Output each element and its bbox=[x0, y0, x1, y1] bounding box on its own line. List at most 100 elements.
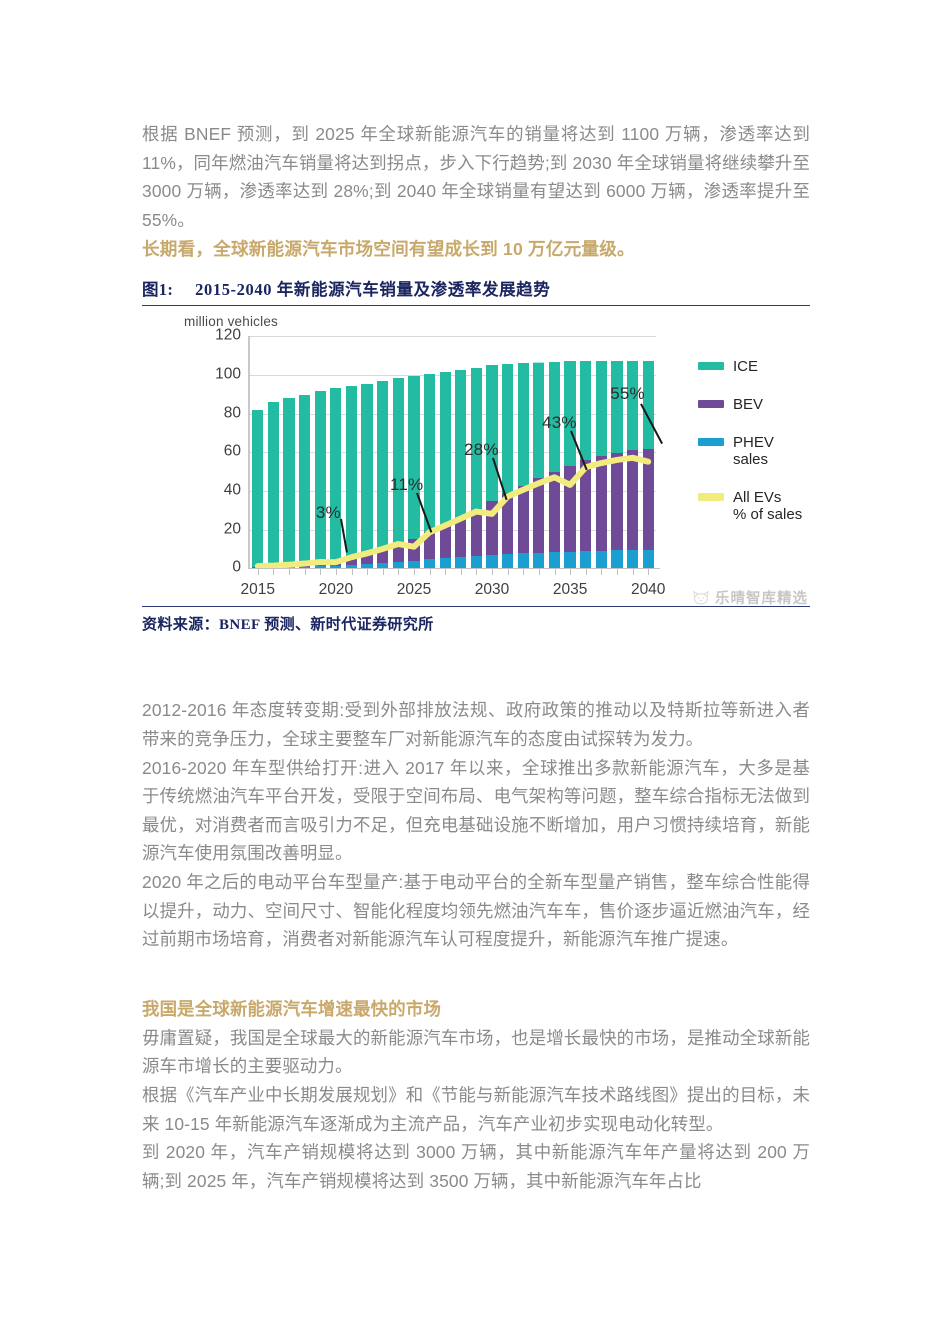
y-axis-tick-label: 60 bbox=[223, 443, 241, 461]
paragraph-6: 根据《汽车产业中长期发展规划》和《节能与新能源汽车技术路线图》提出的目标，未来 … bbox=[142, 1084, 810, 1134]
bar-segment-ice bbox=[564, 360, 576, 466]
legend-label: BEV bbox=[733, 396, 764, 414]
figure-source: 资料来源：BNEF 预测、新时代证券研究所 bbox=[142, 617, 434, 634]
watermark: 乐晴智库精选 bbox=[691, 587, 808, 608]
bar-segment-bev bbox=[533, 478, 545, 553]
cat-logo-icon bbox=[693, 590, 709, 605]
bar-segment-bev bbox=[517, 485, 529, 554]
bar-segment-ice bbox=[642, 360, 654, 449]
bar-segment-ice bbox=[470, 367, 483, 510]
bar-segment-phev bbox=[595, 550, 607, 569]
x-tick-mark bbox=[413, 569, 415, 576]
x-tick-mark bbox=[460, 569, 462, 576]
bar-column bbox=[392, 377, 404, 569]
bar-column bbox=[455, 369, 467, 569]
x-tick-mark bbox=[507, 569, 509, 576]
x-tick-mark bbox=[538, 569, 540, 576]
y-axis-unit-label: million vehicles bbox=[184, 314, 278, 330]
bar-column bbox=[345, 385, 358, 569]
chart-legend: ICE BEV PHEV sales All EVs % of sales bbox=[698, 358, 810, 544]
spacer bbox=[142, 634, 810, 696]
gridline: 100 bbox=[215, 366, 656, 383]
x-tick-mark bbox=[398, 569, 400, 576]
paragraph-3: 2016-2020 年车型供给打开:进入 2017 年以来，全球推出多款新能源汽… bbox=[142, 757, 810, 864]
bar-segment-ice bbox=[392, 377, 404, 545]
bar-segment-bev bbox=[502, 493, 514, 555]
spacer-2 bbox=[142, 954, 810, 994]
legend-label: PHEV sales bbox=[733, 434, 774, 469]
figure-title: 2015-2040 年新能源汽车销量及渗透率发展趋势 bbox=[195, 280, 551, 300]
bar-segment-ice bbox=[455, 369, 467, 518]
legend-item: BEV bbox=[698, 396, 810, 413]
x-tick-mark bbox=[476, 569, 478, 576]
bar-column bbox=[299, 395, 311, 569]
bar-segment-ice bbox=[314, 391, 326, 563]
bar-segment-phev bbox=[564, 551, 576, 569]
bar-segment-bev bbox=[361, 554, 373, 565]
annotation-label: 55% bbox=[610, 384, 645, 404]
bar-column bbox=[283, 398, 295, 569]
x-axis-tick-label: 2030 bbox=[474, 581, 510, 599]
x-axis-tick-label: 2025 bbox=[396, 581, 432, 599]
chart-canvas: million vehicles 0 20 40 60 80 100 120 2015 202… bbox=[142, 306, 810, 607]
x-tick-mark bbox=[335, 569, 337, 576]
y-axis-tick-label: 100 bbox=[215, 365, 241, 383]
paragraph-5: 毋庸置疑，我国是全球最大的新能源汽车市场，也是增长最快的市场，是推动全球新能源车… bbox=[142, 1027, 810, 1077]
x-tick-mark bbox=[289, 569, 291, 576]
gridline: 120 bbox=[215, 327, 656, 344]
x-tick-mark bbox=[257, 569, 259, 576]
bar-segment-phev bbox=[517, 553, 529, 569]
bar-segment-bev bbox=[626, 450, 639, 551]
figure-1: 图1: 2015-2040 年新能源汽车销量及渗透率发展趋势 million v… bbox=[142, 276, 810, 635]
bar-column bbox=[252, 409, 264, 569]
bar-column bbox=[580, 360, 592, 569]
bar-segment-phev bbox=[626, 550, 639, 569]
bar-segment-ice bbox=[548, 361, 561, 472]
bar-segment-bev bbox=[423, 532, 436, 560]
bar-segment-phev bbox=[642, 549, 654, 569]
x-tick-mark bbox=[382, 569, 384, 576]
bar-segment-phev bbox=[502, 554, 514, 569]
highlight-line: 长期看，全球新能源汽车市场空间有望成长到 10 万亿元量级。 bbox=[142, 239, 635, 260]
section-heading: 我国是全球新能源汽车增速最快的市场 bbox=[142, 998, 442, 1019]
legend-swatch bbox=[698, 438, 724, 447]
bar-column bbox=[548, 361, 561, 569]
y-axis-tick-label: 40 bbox=[223, 481, 241, 499]
bar-segment-phev bbox=[486, 554, 498, 569]
gridline: 60 bbox=[224, 443, 656, 460]
x-tick-mark bbox=[616, 569, 618, 576]
y-axis-line bbox=[248, 336, 250, 569]
x-tick-mark bbox=[601, 569, 603, 576]
x-axis-tick-label: 2020 bbox=[318, 581, 354, 599]
bar-column bbox=[439, 372, 451, 569]
bar-segment-phev bbox=[455, 557, 467, 569]
legend-swatch bbox=[698, 400, 724, 409]
watermark-text: 乐晴智库精选 bbox=[715, 591, 808, 608]
y-axis-tick-label: 120 bbox=[215, 327, 241, 345]
x-tick-mark bbox=[429, 569, 431, 576]
bar-segment-bev bbox=[408, 539, 420, 561]
x-tick-mark bbox=[492, 569, 494, 576]
x-axis-line bbox=[248, 567, 660, 570]
y-axis-tick-label: 0 bbox=[232, 559, 241, 577]
gridline: 0 bbox=[232, 559, 656, 576]
bar-segment-ice bbox=[626, 360, 639, 451]
bar-column bbox=[564, 360, 576, 569]
bar-segment-bev bbox=[611, 452, 623, 551]
gridline: 80 bbox=[224, 404, 656, 421]
bar-segment-phev bbox=[611, 550, 623, 569]
bar-segment-ice bbox=[423, 373, 436, 533]
bar-column bbox=[377, 380, 389, 569]
bar-segment-ice bbox=[517, 363, 529, 486]
x-tick-mark bbox=[632, 569, 634, 576]
y-axis-tick-label: 80 bbox=[223, 404, 241, 422]
bar-column bbox=[361, 383, 373, 569]
bar-segment-bev bbox=[377, 549, 389, 563]
legend-label: All EVs % of sales bbox=[733, 489, 803, 524]
x-tick-mark bbox=[320, 569, 322, 576]
y-axis-tick-label: 20 bbox=[223, 520, 241, 538]
x-tick-mark bbox=[273, 569, 275, 576]
paragraph-4: 2020 年之后的电动平台车型量产:基于电动平台的全新车型量产销售，整车综合性能… bbox=[142, 871, 810, 950]
bar-segment-bev bbox=[439, 525, 451, 559]
